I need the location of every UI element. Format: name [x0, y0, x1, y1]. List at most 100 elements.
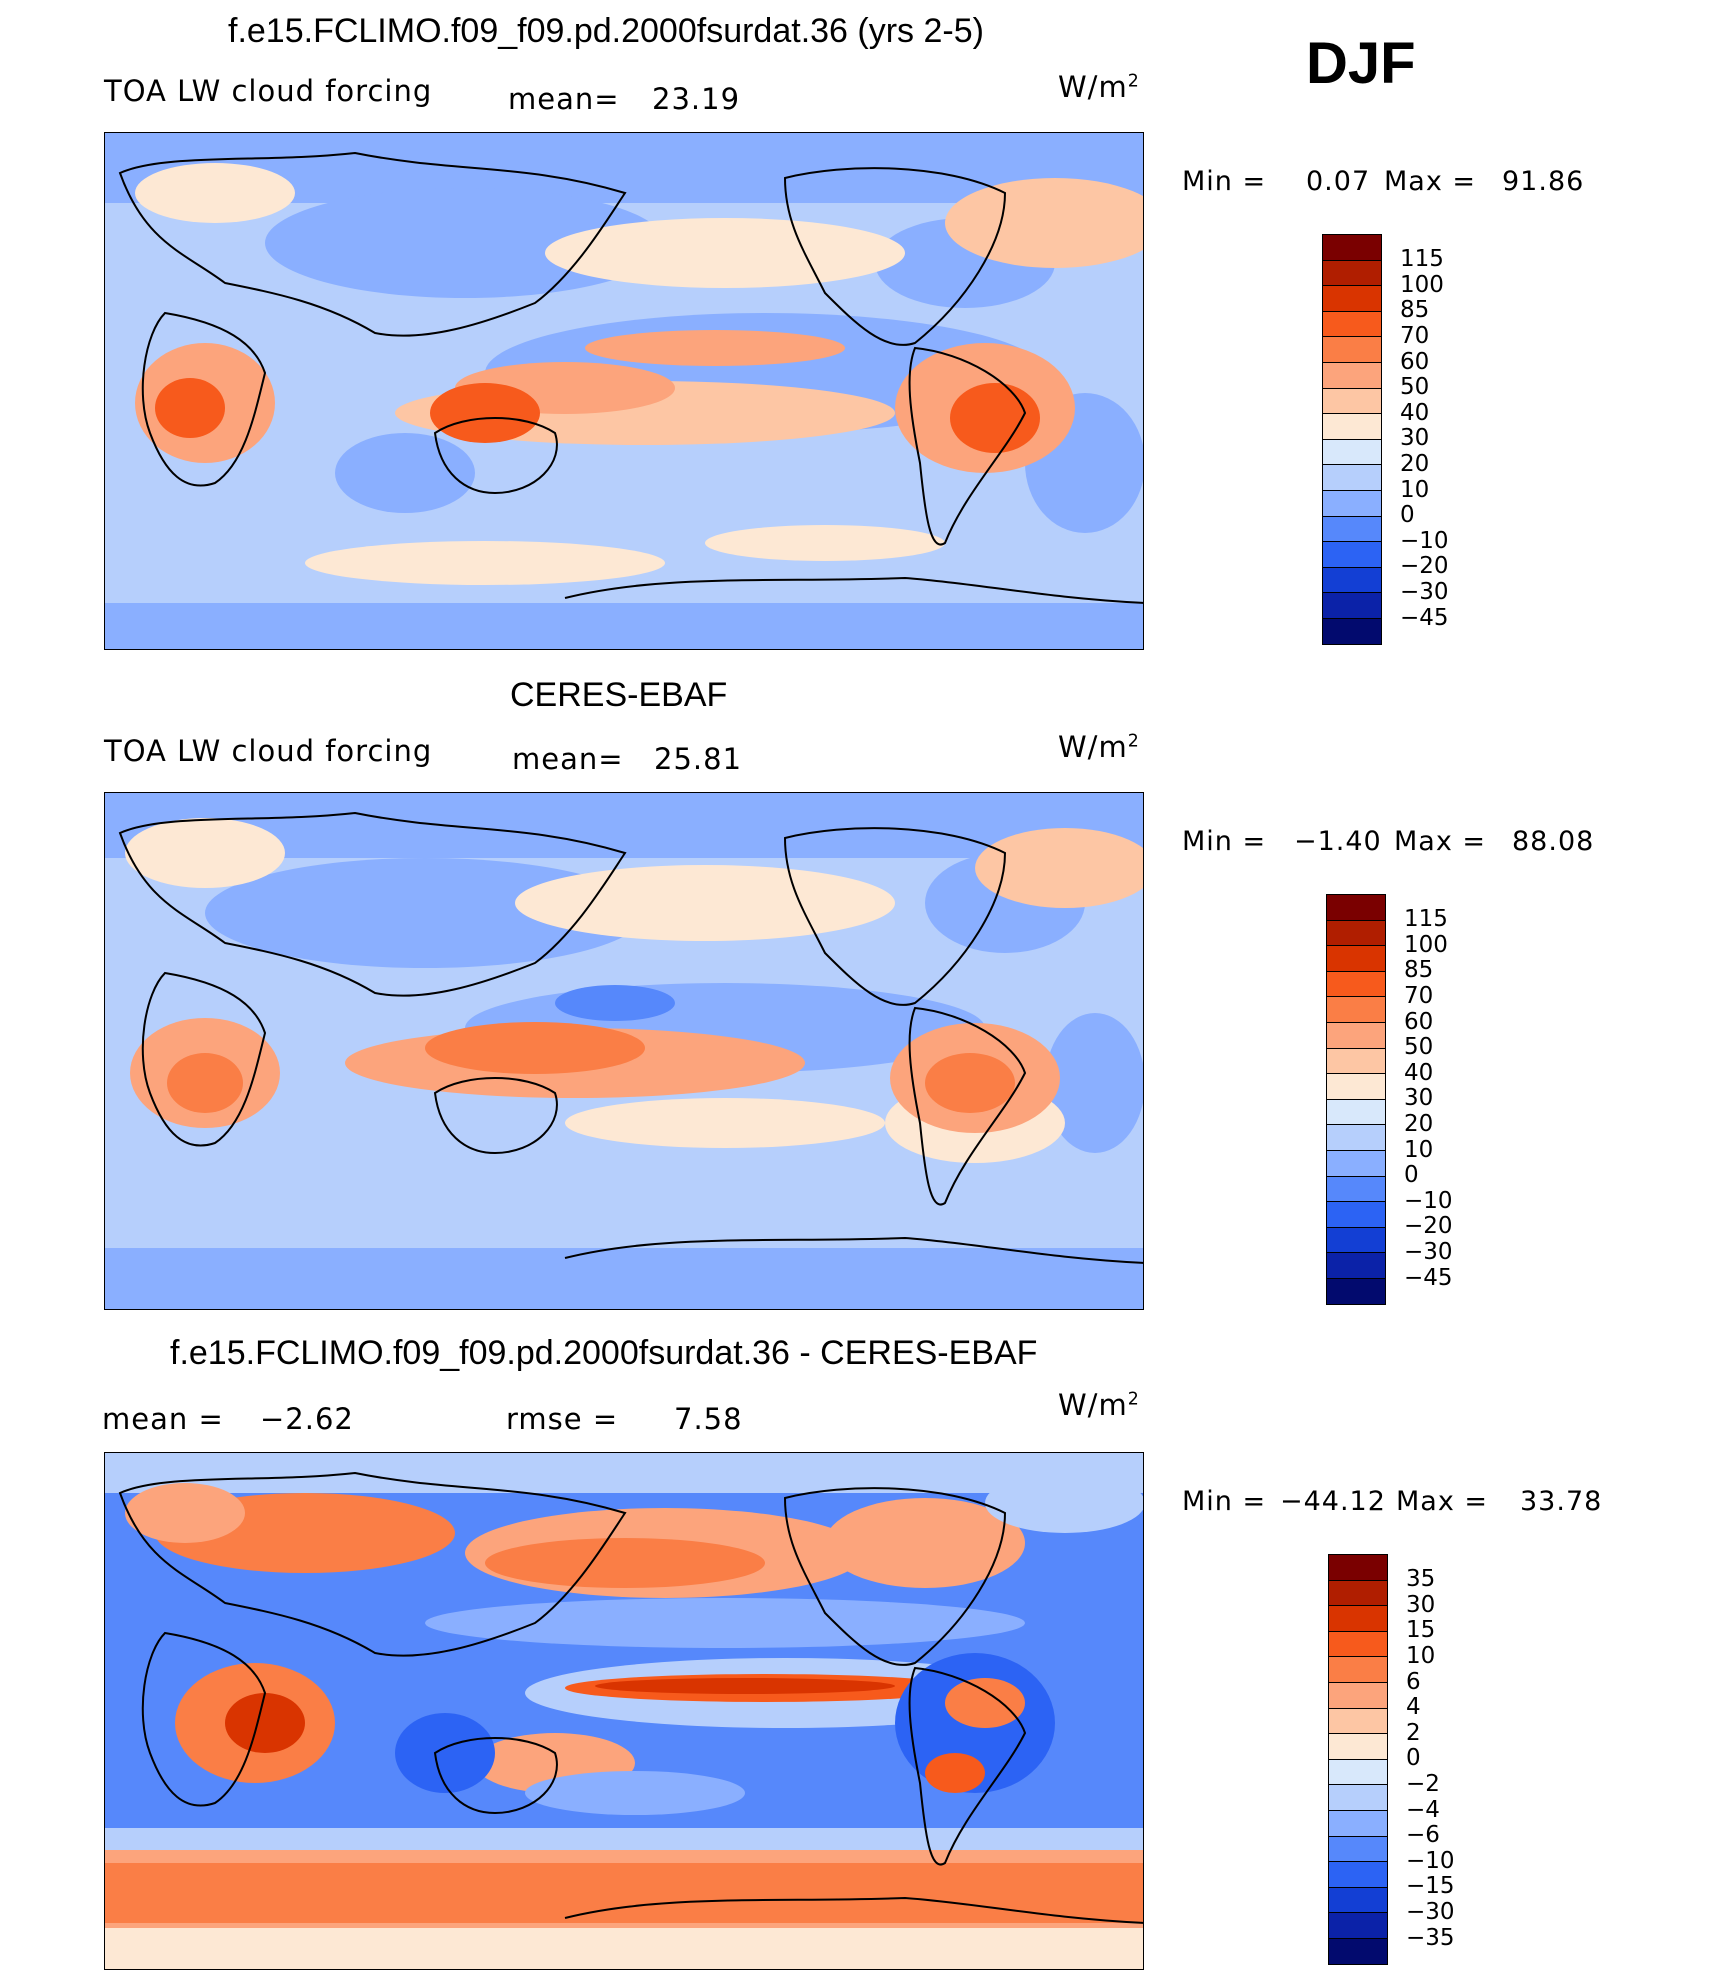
- colorbar-tick-label: 30: [1404, 1085, 1434, 1112]
- colorbar-tick-label: −30: [1404, 1238, 1453, 1265]
- colorbar-tick-label: −30: [1400, 578, 1449, 605]
- colorbar-swatch: [1328, 1886, 1388, 1914]
- colorbar-tick-label: 0: [1406, 1745, 1421, 1772]
- colorbar-tick-label: 0: [1404, 1162, 1419, 1189]
- colorbar-swatch: [1322, 490, 1382, 517]
- units-model: W/m2: [1058, 70, 1140, 104]
- colorbar-tick-label: 10: [1404, 1136, 1434, 1163]
- colorbar-tick-label: 85: [1400, 297, 1430, 324]
- colorbar-tick-label: −45: [1400, 604, 1449, 631]
- colorbar-tick-label: 4: [1406, 1694, 1421, 1721]
- colorbar-tick-label: 100: [1400, 271, 1444, 298]
- max-label-diff: Max =: [1396, 1486, 1489, 1517]
- min-value-diff: −44.12: [1280, 1486, 1386, 1517]
- colorbar-tick-label: 70: [1400, 322, 1430, 349]
- mean-value-diff: −2.62: [260, 1402, 354, 1436]
- rmse-value-diff: 7.58: [674, 1402, 743, 1436]
- colorbar-swatch: [1328, 1861, 1388, 1888]
- colorbar-swatch: [1328, 1835, 1388, 1863]
- colorbar-swatch: [1322, 234, 1382, 261]
- colorbar-tick-label: 50: [1404, 1034, 1434, 1061]
- colorbar-tick-label: 60: [1404, 1008, 1434, 1035]
- colorbar-tick-label: −6: [1406, 1822, 1440, 1849]
- colorbar-tick-label: 70: [1404, 982, 1434, 1009]
- max-label-model: Max =: [1384, 166, 1477, 197]
- colorbar-tick-label: 2: [1406, 1719, 1421, 1746]
- colorbar-swatch: [1322, 310, 1382, 338]
- colorbar-tick-label: −45: [1404, 1264, 1453, 1291]
- map-diff: [104, 1452, 1144, 1970]
- colorbar-swatch: [1326, 1201, 1386, 1228]
- colorbar-tick-label: 10: [1400, 476, 1430, 503]
- mean-value-obs: 25.81: [654, 742, 743, 776]
- colorbar-tick-label: 30: [1400, 425, 1430, 452]
- variable-label-obs: TOA LW cloud forcing: [104, 734, 433, 768]
- colorbar-swatch: [1322, 438, 1382, 466]
- min-label-diff: Min =: [1182, 1486, 1267, 1517]
- colorbar-swatch: [1322, 413, 1382, 440]
- colorbar-swatch: [1326, 1175, 1386, 1203]
- panel-title-model: f.e15.FCLIMO.f09_f09.pd.2000fsurdat.36 (…: [228, 12, 984, 50]
- colorbar-swatch: [1326, 1124, 1386, 1151]
- colorbar-swatch: [1328, 1579, 1388, 1607]
- colorbar-tick-label: −10: [1404, 1187, 1453, 1214]
- colorbar-tick-label: 30: [1406, 1591, 1436, 1618]
- colorbar-tick-label: 100: [1404, 931, 1448, 958]
- colorbar-tick-label: −15: [1406, 1873, 1455, 1900]
- colorbar-swatch: [1326, 1022, 1386, 1049]
- colorbar-tick-label: 85: [1404, 957, 1434, 984]
- colorbar-swatch: [1326, 1278, 1386, 1305]
- colorbar-tick-label: 115: [1404, 906, 1448, 933]
- colorbar-swatch: [1328, 1733, 1388, 1760]
- map-obs: [104, 792, 1144, 1310]
- colorbar-swatch: [1328, 1682, 1388, 1709]
- colorbar-swatch: [1328, 1784, 1388, 1811]
- colorbar-swatch: [1322, 566, 1382, 594]
- max-label-obs: Max =: [1394, 826, 1487, 857]
- mean-label-model: mean=: [508, 82, 620, 116]
- colorbar-tick-label: −2: [1406, 1770, 1440, 1797]
- colorbar-model: 115 100 85 70 60 50 40 30 20 10 0 −10 −20 −30 −45: [1322, 234, 1449, 645]
- colorbar-tick-label: 50: [1400, 374, 1430, 401]
- max-value-model: 91.86: [1502, 166, 1585, 197]
- colorbar-swatch: [1328, 1810, 1388, 1837]
- colorbar-tick-label: 60: [1400, 348, 1430, 375]
- colorbar-swatch: [1326, 1073, 1386, 1100]
- colorbar-swatch: [1322, 336, 1382, 363]
- colorbar-swatch: [1326, 1252, 1386, 1279]
- colorbar-obs: 115 100 85 70 60 50 40 30 20 10 0 −10 −20 −30 −45: [1326, 894, 1453, 1305]
- colorbar-swatch: [1328, 1938, 1388, 1965]
- colorbar-tick-label: 40: [1400, 399, 1430, 426]
- colorbar-swatch: [1326, 1047, 1386, 1075]
- colorbar-tick-label: −20: [1400, 553, 1449, 580]
- max-value-obs: 88.08: [1512, 826, 1595, 857]
- colorbar-tick-label: −10: [1406, 1847, 1455, 1874]
- units-diff: W/m2: [1058, 1388, 1140, 1422]
- colorbar-tick-label: 15: [1406, 1617, 1436, 1644]
- rmse-label-diff: rmse =: [506, 1402, 619, 1436]
- min-label-obs: Min =: [1182, 826, 1267, 857]
- colorbar-diff: 35 30 15 10 6 4 2 0 −2 −4 −6 −10 −15 −30 −35: [1328, 1554, 1455, 1965]
- min-value-obs: −1.40: [1294, 826, 1382, 857]
- colorbar-swatch: [1322, 362, 1382, 389]
- colorbar-swatch: [1322, 387, 1382, 415]
- panel-title-diff: f.e15.FCLIMO.f09_f09.pd.2000fsurdat.36 -…: [170, 1334, 1038, 1372]
- colorbar-swatch: [1328, 1630, 1388, 1658]
- colorbar-tick-label: 0: [1400, 502, 1415, 529]
- colorbar-tick-label: 115: [1400, 246, 1444, 273]
- colorbar-swatch: [1326, 919, 1386, 947]
- colorbar-swatch: [1326, 970, 1386, 998]
- colorbar-swatch: [1326, 1098, 1386, 1126]
- colorbar-swatch: [1322, 618, 1382, 645]
- mean-label-diff: mean =: [102, 1402, 224, 1436]
- min-value-model: 0.07: [1306, 166, 1371, 197]
- colorbar-tick-label: 6: [1406, 1668, 1421, 1695]
- colorbar-tick-label: −30: [1406, 1898, 1455, 1925]
- colorbar-swatch: [1322, 464, 1382, 491]
- colorbar-swatch: [1326, 945, 1386, 972]
- colorbar-tick-label: 20: [1404, 1110, 1434, 1137]
- min-label-model: Min =: [1182, 166, 1267, 197]
- colorbar-tick-label: −10: [1400, 527, 1449, 554]
- mean-label-obs: mean=: [512, 742, 624, 776]
- colorbar-swatch: [1322, 515, 1382, 543]
